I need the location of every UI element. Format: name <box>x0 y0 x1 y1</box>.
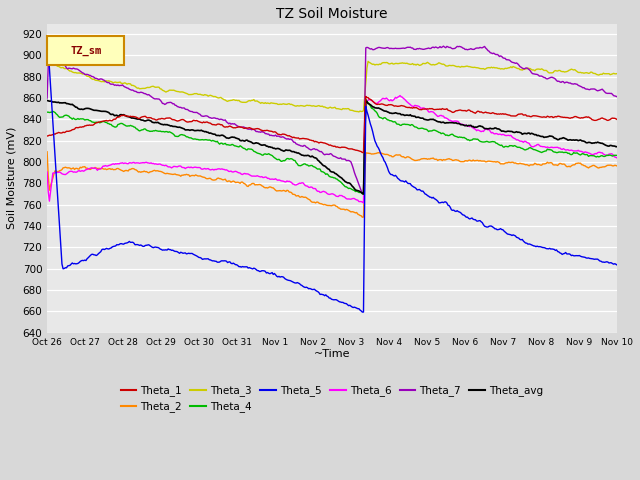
Theta_7 <box>385 45 392 51</box>
Theta_5 <box>314 289 322 295</box>
Theta_1 <box>362 94 370 99</box>
Theta_2 <box>358 215 366 220</box>
Theta_4 <box>513 144 520 150</box>
Theta_7 <box>353 176 360 181</box>
Theta_7 <box>358 191 366 197</box>
Theta_5 <box>601 259 609 265</box>
Legend: Theta_1, Theta_2, Theta_3, Theta_4, Theta_5, Theta_6, Theta_7, Theta_avg: Theta_1, Theta_2, Theta_3, Theta_4, Thet… <box>116 381 548 417</box>
Theta_3 <box>44 58 51 63</box>
Theta_5 <box>511 233 519 239</box>
Line: Theta_7: Theta_7 <box>47 44 617 194</box>
Theta_4 <box>613 153 621 158</box>
Theta_2 <box>613 163 621 169</box>
Theta_avg <box>613 144 621 150</box>
Theta_7 <box>319 150 326 156</box>
Theta_1 <box>351 147 359 153</box>
Theta_4 <box>317 168 325 174</box>
Theta_6 <box>351 196 359 202</box>
Theta_4 <box>385 117 392 123</box>
Theta_1 <box>385 102 392 108</box>
Theta_avg <box>351 187 359 193</box>
Line: Theta_1: Theta_1 <box>47 96 617 153</box>
Theta_6 <box>317 190 325 195</box>
Theta_5 <box>613 262 621 268</box>
X-axis label: ~Time: ~Time <box>314 349 350 360</box>
Line: Theta_5: Theta_5 <box>47 44 617 312</box>
Theta_1 <box>314 139 322 145</box>
FancyBboxPatch shape <box>47 36 124 65</box>
Theta_6 <box>360 200 367 206</box>
Theta_5 <box>358 309 366 315</box>
Theta_3 <box>511 64 519 70</box>
Theta_4 <box>44 109 51 115</box>
Line: Theta_avg: Theta_avg <box>47 100 617 194</box>
Theta_1 <box>602 117 609 122</box>
Theta_5 <box>351 305 359 311</box>
Theta_3 <box>613 71 621 76</box>
Theta_2 <box>351 210 359 216</box>
Theta_2 <box>511 160 519 166</box>
Theta_7 <box>44 95 51 101</box>
Theta_avg <box>44 97 51 103</box>
Theta_3 <box>383 60 391 66</box>
Theta_6 <box>602 152 609 158</box>
Theta_7 <box>513 60 520 66</box>
Theta_4 <box>362 96 370 102</box>
Theta_avg <box>360 191 367 197</box>
Theta_2 <box>314 199 322 205</box>
Theta_5 <box>44 41 51 47</box>
Theta_6 <box>383 96 391 102</box>
Theta_5 <box>317 291 325 297</box>
Theta_1 <box>513 113 520 119</box>
Theta_4 <box>602 153 609 159</box>
Y-axis label: Soil Moisture (mV): Soil Moisture (mV) <box>7 127 17 229</box>
Theta_avg <box>314 157 322 163</box>
Theta_3 <box>314 103 322 109</box>
Theta_7 <box>45 41 53 47</box>
Theta_avg <box>511 130 519 135</box>
Theta_4 <box>360 192 367 197</box>
Theta_avg <box>383 109 391 115</box>
Theta_2 <box>317 201 325 206</box>
Theta_7 <box>602 90 609 96</box>
Theta_4 <box>351 189 359 194</box>
Theta_6 <box>314 189 322 194</box>
Theta_6 <box>613 155 621 161</box>
Line: Theta_3: Theta_3 <box>47 60 617 112</box>
Theta_avg <box>317 160 325 166</box>
Theta_5 <box>383 165 391 171</box>
Theta_3 <box>355 109 363 115</box>
Theta_1 <box>613 117 621 122</box>
Theta_7 <box>613 94 621 100</box>
Theta_avg <box>601 142 609 147</box>
Theta_2 <box>383 152 391 157</box>
Theta_6 <box>44 169 51 175</box>
Text: TZ_sm: TZ_sm <box>70 45 102 56</box>
Theta_1 <box>317 140 325 145</box>
Title: TZ Soil Moisture: TZ Soil Moisture <box>276 7 388 21</box>
Theta_3 <box>601 71 609 77</box>
Theta_2 <box>44 149 51 155</box>
Theta_7 <box>315 148 323 154</box>
Theta_1 <box>44 133 51 139</box>
Line: Theta_2: Theta_2 <box>47 152 617 217</box>
Theta_4 <box>314 166 322 172</box>
Line: Theta_6: Theta_6 <box>47 96 617 203</box>
Theta_3 <box>317 104 325 109</box>
Line: Theta_4: Theta_4 <box>47 99 617 194</box>
Theta_1 <box>358 150 366 156</box>
Theta_3 <box>351 108 359 114</box>
Theta_6 <box>513 137 520 143</box>
Theta_2 <box>601 164 609 170</box>
Theta_6 <box>396 93 404 98</box>
